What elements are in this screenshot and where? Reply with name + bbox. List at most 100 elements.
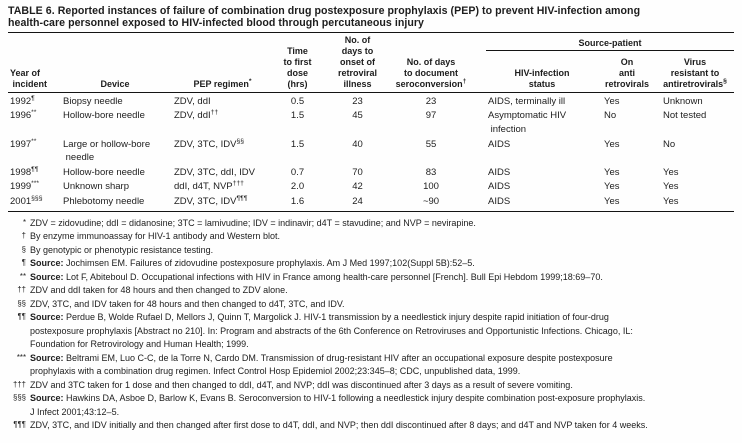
cell-on-antiretrovirals: No (604, 110, 617, 122)
footnote-body: ZDV, 3TC, and IDV taken for 48 hours and… (30, 298, 345, 309)
footnote-marker: §§ (17, 298, 26, 308)
spacer-cell (471, 193, 486, 212)
year-value: 1992 (10, 95, 32, 107)
cell-virus-resistant: No (663, 138, 676, 150)
regimen-value: ZDV, ddI (174, 95, 211, 107)
footnote-body: Jochimsen EM. Failures of zidovudine pos… (66, 258, 475, 269)
footnote-marker: § (21, 244, 26, 254)
cell-on-antiretrovirals: Yes (604, 138, 620, 150)
cell-year: 1996** (8, 108, 56, 136)
cell-time-hrs: 0.7 (290, 166, 305, 178)
regimen-value: ZDV, 3TC, ddI, IDV (174, 166, 255, 178)
footnote-text: ZDV, 3TC, and IDV taken for 48 hours and… (30, 298, 734, 312)
cell-days-onset: 40 (352, 138, 363, 150)
table-body: 1992¶ Biopsy needle ZDV, ddI 0.5 23 23 A… (8, 93, 735, 212)
table-title: TABLE 6. Reported instances of failure o… (8, 5, 641, 29)
cell-regimen: ZDV, 3TC, ddI, IDV (174, 164, 271, 179)
spacer-cell (471, 93, 486, 108)
col-header-hiv-status-label: HIV-infection status (514, 68, 570, 90)
table-row: 1998¶¶ Hollow-bore needle ZDV, 3TC, ddI,… (8, 164, 734, 179)
cell-days-onset: 24 (324, 193, 391, 212)
footnote: *** Source: Beltrami EM, Luo C-C, de la … (8, 352, 734, 379)
col-header-regimen-marker: * (248, 78, 252, 86)
footnote-marker: * (22, 217, 26, 227)
footnote-text: Source: Perdue B, Wolde Rufael D, Mellor… (30, 311, 734, 352)
footnote-marker: §§§ (12, 393, 26, 403)
cell-regimen: ZDV, 3TC, IDV¶¶¶ (174, 193, 271, 212)
footnote-marker: ** (19, 271, 26, 281)
col-header-year-label: Year of incident (10, 68, 48, 90)
footnote-text: ZDV, 3TC, and IDV initially and then cha… (30, 419, 734, 433)
footnote-body: Perdue B, Wolde Rufael D, Mellors J, Qui… (30, 312, 633, 350)
regimen-value: ZDV, 3TC, IDV (174, 196, 237, 208)
cell-year: 1998¶¶ (8, 164, 56, 179)
footnote-body: By enzyme immunoassay for HIV-1 antibody… (30, 231, 280, 242)
year-value: 1997 (10, 138, 32, 150)
year-footnote-marker: ** (31, 137, 37, 145)
footnote-body: Lot F, Abiteboul D. Occupational infecti… (66, 271, 603, 282)
footnote: * ZDV = zidovudine; ddI = didanosine; 3T… (8, 217, 734, 231)
source-patient-group-header: Source-patient (486, 35, 735, 51)
cell-hiv-status: AIDS, terminally ill (488, 95, 566, 107)
col-header-device: Device (56, 35, 174, 94)
cell-virus-resistant: Not tested (663, 110, 707, 122)
footnotes-section: * ZDV = zidovudine; ddI = didanosine; 3T… (8, 217, 734, 433)
col-header-on-antiretrovirals: On anti retrovirals (598, 50, 656, 94)
col-header-on-antiretrovirals-label: On anti retrovirals (604, 57, 650, 90)
footnote: ¶¶¶ ZDV, 3TC, and IDV initially and then… (8, 419, 734, 433)
cell-virus-resistant: Yes (663, 166, 679, 178)
cell-hiv-status: Asymptomatic HIV infection (488, 110, 567, 135)
footnote-text: Source: Jochimsen EM. Failures of zidovu… (30, 257, 734, 271)
regimen-value: ZDV, ddI (174, 110, 211, 122)
col-header-serocon: No. of days to document seroconversion† (391, 35, 471, 94)
footnote-marker: †† (17, 285, 26, 295)
year-value: 2001 (10, 196, 32, 208)
cell-days-onset: 23 (352, 95, 363, 107)
cell-virus-resistant: Yes (663, 181, 679, 193)
col-header-virus-resistant: Virus resistant to antiretrovirals§ (656, 50, 735, 94)
year-footnote-marker: *** (31, 180, 40, 188)
cell-on-antiretrovirals: Yes (604, 95, 620, 107)
cell-days-onset: 45 (352, 110, 363, 122)
footnote: ††† ZDV and 3TC taken for 1 dose and the… (8, 379, 734, 393)
year-footnote-marker: ¶¶ (31, 165, 39, 173)
col-header-hiv-status: HIV-infection status (486, 50, 598, 94)
footnote-text: ZDV = zidovudine; ddI = didanosine; 3TC … (30, 217, 734, 231)
cell-days-serocon: 83 (425, 166, 437, 178)
cell-on-antiretrovirals: Yes (598, 193, 656, 212)
cell-regimen: ddI, d4T, NVP††† (174, 179, 271, 194)
cell-regimen: ZDV, ddI†† (174, 108, 271, 136)
cell-days-serocon: 23 (425, 95, 437, 107)
regimen-footnote-marker: †† (210, 109, 219, 117)
cell-hiv-status: AIDS (488, 181, 511, 193)
footnote-body: ZDV, 3TC, and IDV initially and then cha… (30, 420, 648, 431)
cell-device: Large or hollow-bore needle (63, 138, 151, 163)
footnote-body: Hawkins DA, Asboe D, Barlow K, Evans B. … (30, 393, 646, 417)
col-header-time: Time to first dose (hrs) (271, 35, 324, 94)
footnote: §§§ Source: Hawkins DA, Asboe D, Barlow … (8, 392, 734, 419)
col-header-regimen-label: PEP regimen (193, 79, 249, 90)
cell-time-hrs: 1.6 (271, 193, 324, 212)
col-header-regimen: PEP regimen* (174, 35, 271, 94)
footnote-source-label: Source: (30, 271, 67, 282)
spacer-cell (471, 108, 486, 136)
cell-days-serocon: 100 (423, 181, 439, 193)
cell-time-hrs: 0.5 (290, 95, 305, 107)
spacer-cell (471, 179, 486, 194)
footnote-marker: *** (16, 352, 26, 362)
year-value: 1998 (10, 166, 32, 178)
table-row: 1992¶ Biopsy needle ZDV, ddI 0.5 23 23 A… (8, 93, 734, 108)
regimen-value: ddI, d4T, NVP (174, 181, 233, 193)
header-row-group: Year of incident Device PEP regimen* Tim… (8, 35, 735, 94)
year-value: 1999 (10, 181, 32, 193)
footnote-body: ZDV and ddI taken for 48 hours and then … (30, 285, 288, 296)
footnote-marker: † (21, 231, 26, 241)
cell-device: Unknown sharp (63, 181, 130, 193)
header-row-sub: HIV-infection status On anti retrovirals… (8, 50, 735, 94)
footnote: ¶ Source: Jochimsen EM. Failures of zido… (8, 257, 734, 271)
regimen-footnote-marker: ††† (232, 180, 244, 188)
footnote-text: ZDV and ddI taken for 48 hours and then … (30, 284, 734, 298)
footnote-text: By enzyme immunoassay for HIV-1 antibody… (30, 230, 734, 244)
year-footnote-marker: ¶ (31, 94, 35, 102)
